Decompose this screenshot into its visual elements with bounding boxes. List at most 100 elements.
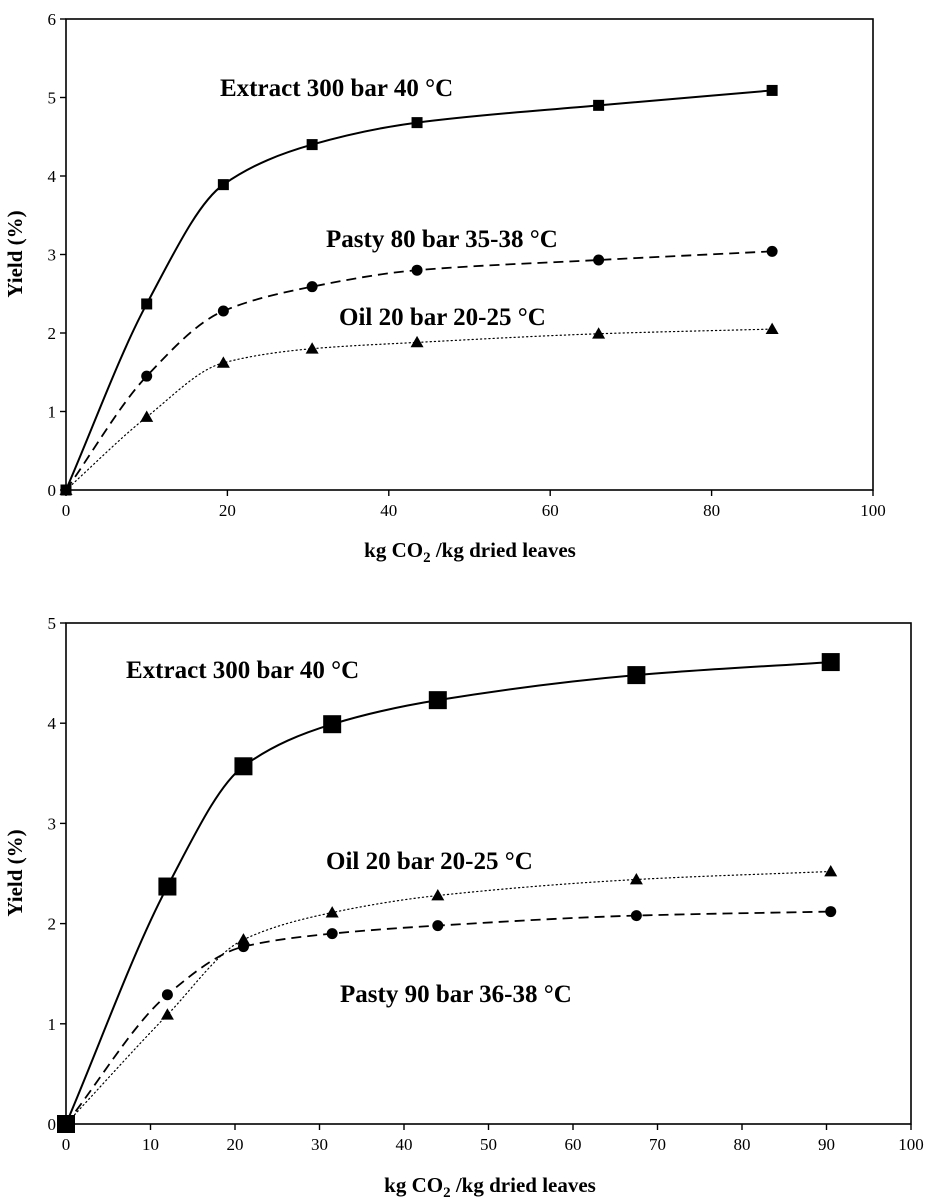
x-tick-label: 40	[380, 501, 397, 520]
y-tick-label: 5	[48, 614, 57, 633]
x-tick-label: 80	[703, 501, 720, 520]
series-lines	[65, 89, 773, 491]
tick-marks	[60, 622, 912, 1130]
data-point-square	[411, 117, 423, 129]
series-line-triangle	[65, 870, 832, 1125]
series-label-extract: Extract 300 bar 40 °C	[220, 75, 453, 102]
tick-marks	[60, 18, 874, 496]
y-tick-label: 4	[48, 714, 57, 733]
data-point-circle	[161, 989, 173, 1001]
data-point-circle	[630, 910, 642, 922]
series-line-square	[65, 89, 773, 491]
data-point-circle	[825, 906, 837, 918]
x-tick-label: 0	[62, 1135, 71, 1154]
x-axis-label-subscript: 2	[443, 1185, 451, 1200]
data-point-triangle	[236, 933, 250, 945]
data-point-circle	[217, 305, 229, 317]
series-line-circle	[65, 910, 831, 1125]
x-axis-label-subscript: 2	[423, 550, 431, 566]
series-line-circle	[65, 250, 773, 491]
data-point-square	[158, 877, 177, 896]
x-axis-label-part1: kg CO	[384, 1173, 443, 1197]
data-point-triangle	[305, 342, 319, 354]
series-label-oil: Oil 20 bar 20-25 °C	[339, 304, 546, 331]
data-point-square	[593, 99, 605, 111]
x-tick-label: 10	[142, 1135, 159, 1154]
data-point-triangle	[629, 873, 643, 885]
data-point-triangle	[765, 322, 779, 334]
data-point-triangle	[216, 356, 230, 368]
y-tick-label: 4	[48, 167, 57, 186]
data-point-circle	[766, 245, 778, 257]
x-tick-label: 60	[542, 501, 559, 520]
data-point-triangle	[592, 327, 606, 339]
data-point-square	[766, 84, 778, 96]
x-tick-label: 20	[227, 1135, 244, 1154]
x-tick-label: 50	[480, 1135, 497, 1154]
x-tick-label: 0	[62, 501, 71, 520]
data-point-triangle	[140, 410, 154, 422]
y-tick-label: 2	[48, 915, 57, 934]
data-point-circle	[237, 941, 249, 953]
series-line-triangle	[65, 328, 773, 491]
x-tick-label: 30	[311, 1135, 328, 1154]
y-axis-label: Yield (%)	[3, 210, 27, 297]
y-tick-label: 0	[48, 1115, 57, 1134]
x-tick-label: 60	[565, 1135, 582, 1154]
plot-frame	[65, 18, 874, 491]
data-point-square	[323, 715, 342, 734]
series-label-oil: Oil 20 bar 20-25 °C	[326, 848, 533, 875]
series-line-square	[65, 661, 831, 1125]
data-point-circle	[306, 281, 318, 293]
y-tick-label: 1	[48, 1015, 57, 1034]
y-tick-label: 3	[48, 246, 57, 265]
series-label-pasty: Pasty 90 bar 36-38 °C	[340, 981, 572, 1008]
data-point-triangle	[410, 335, 424, 348]
data-point-triangle	[431, 889, 445, 901]
data-point-triangle	[325, 906, 339, 918]
data-point-circle	[432, 920, 444, 932]
x-axis-label: kg CO2 /kg dried leaves	[384, 1173, 596, 1200]
data-point-square	[627, 666, 646, 685]
data-point-square	[234, 757, 253, 776]
data-point-triangle	[59, 483, 73, 495]
x-tick-label: 100	[898, 1135, 924, 1154]
series-markers	[57, 653, 840, 1133]
data-point-circle	[411, 264, 423, 276]
x-tick-label: 90	[818, 1135, 835, 1154]
y-tick-label: 5	[48, 89, 57, 108]
x-axis-label: kg CO2 /kg dried leaves	[364, 538, 576, 566]
x-tick-label: 80	[734, 1135, 751, 1154]
x-axis-label-part2: /kg dried leaves	[431, 538, 576, 562]
x-tick-label: 20	[219, 501, 236, 520]
y-tick-label: 1	[48, 403, 57, 422]
y-tick-label: 2	[48, 324, 57, 343]
x-axis-label-part1: kg CO	[364, 538, 423, 562]
series-markers	[59, 84, 779, 496]
series-lines	[65, 661, 832, 1125]
y-tick-label: 0	[48, 481, 57, 500]
data-point-circle	[593, 254, 605, 266]
x-tick-label: 40	[396, 1135, 413, 1154]
data-point-circle	[326, 928, 338, 940]
series-label-extract: Extract 300 bar 40 °C	[126, 657, 359, 684]
y-tick-label: 3	[48, 814, 57, 833]
data-point-triangle	[824, 865, 838, 877]
data-point-square	[428, 691, 447, 710]
data-point-circle	[141, 370, 153, 382]
data-point-square	[821, 653, 840, 672]
series-label-pasty: Pasty 80 bar 35-38 °C	[326, 226, 558, 253]
x-tick-label: 70	[649, 1135, 666, 1154]
x-tick-label: 100	[860, 501, 886, 520]
data-point-square	[141, 298, 153, 310]
y-tick-label: 6	[48, 10, 57, 29]
data-point-square	[306, 139, 318, 151]
y-axis-label: Yield (%)	[3, 829, 27, 916]
x-axis-label-part2: /kg dried leaves	[451, 1173, 596, 1197]
data-point-triangle	[160, 1008, 174, 1020]
